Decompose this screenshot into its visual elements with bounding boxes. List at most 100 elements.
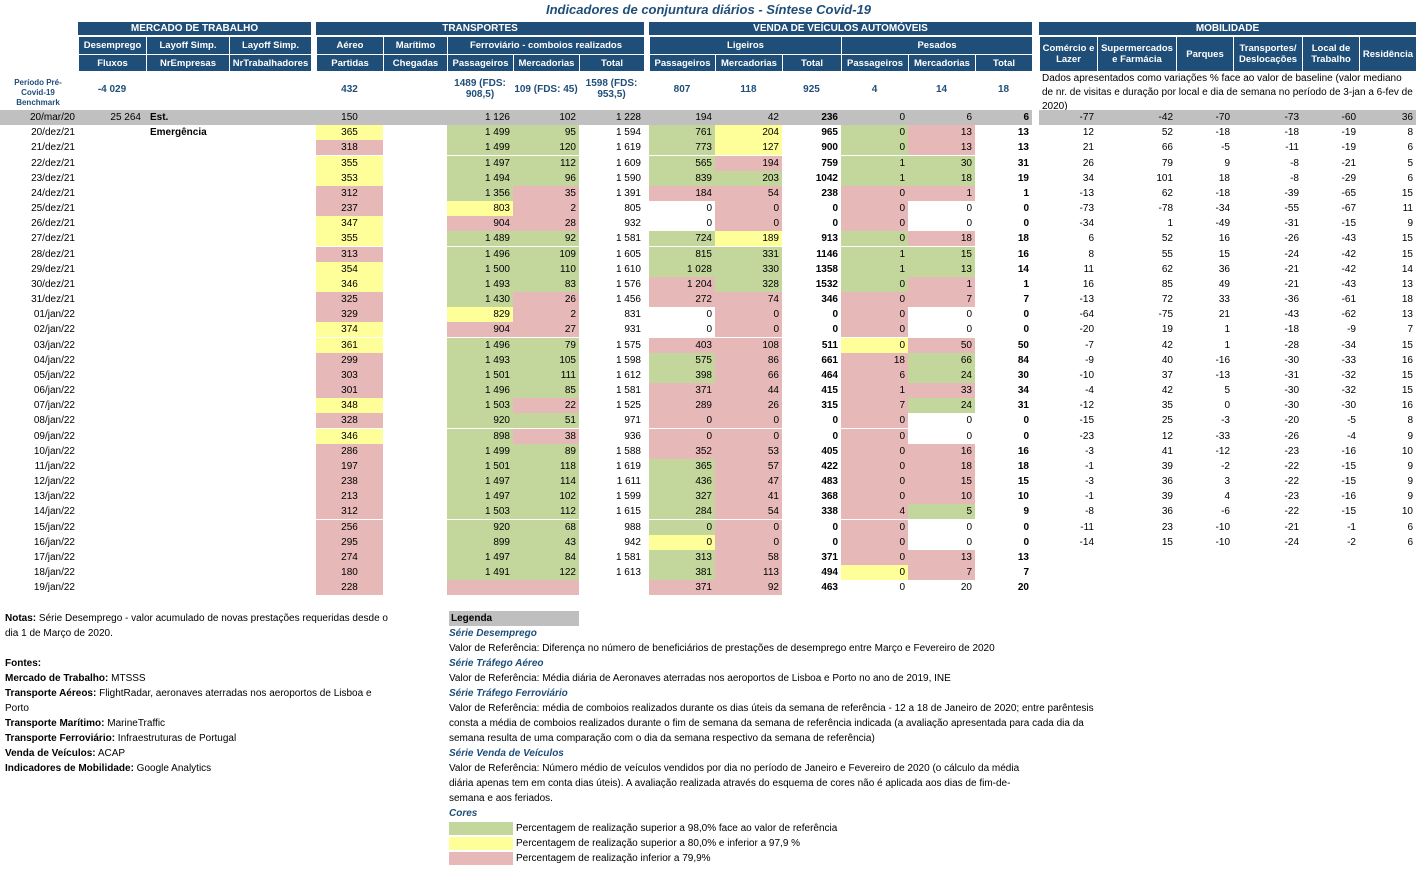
table-cell: 18 — [841, 352, 908, 368]
table-cell: -26 — [1284, 233, 1299, 245]
table-cell — [146, 489, 221, 504]
table-cell: 1 610 — [615, 263, 641, 275]
row-date: 13/jan/22 — [33, 491, 75, 503]
table-cell: 0 — [841, 216, 908, 232]
group-venda-veiculos: VENDA DE VEÍCULOS AUTOMÓVEIS — [649, 22, 1032, 35]
legend-serie-veiculos: Série Venda de Veículos — [449, 748, 564, 759]
table-cell: 120 — [513, 140, 579, 156]
table-cell: -21 — [1284, 521, 1299, 533]
table-cell: 1 — [908, 276, 975, 292]
table-cell — [383, 125, 447, 140]
table-cell: -22 — [1284, 460, 1299, 472]
table-cell: 57 — [715, 458, 782, 474]
table-cell: 0 — [841, 307, 908, 323]
table-cell: 965 — [821, 127, 838, 139]
table-cell: 113 — [715, 565, 782, 581]
table-cell: 33 — [908, 383, 975, 399]
table-cell: 0 — [649, 534, 715, 550]
table-cell: 920 — [447, 519, 513, 535]
table-cell: 0 — [966, 430, 972, 442]
table-cell: -65 — [1341, 187, 1356, 199]
table-cell: 1 — [841, 155, 908, 171]
notes-section: Notas: Série Desemprego - valor acumulad… — [5, 611, 395, 776]
table-cell: 839 — [649, 170, 715, 186]
table-cell: 114 — [513, 474, 579, 490]
table-cell: -49 — [1215, 218, 1230, 230]
table-cell — [1176, 565, 1233, 580]
row-date: 02/jan/22 — [33, 324, 75, 336]
table-cell: 1 609 — [615, 157, 641, 169]
table-cell: 398 — [649, 367, 715, 383]
table-cell: 18 — [1218, 172, 1230, 184]
table-cell: 0 — [832, 415, 838, 427]
source-item: Venda de Veículos: ACAP — [5, 748, 126, 759]
table-cell — [146, 353, 221, 368]
table-cell — [383, 504, 447, 519]
table-cell: -70 — [1215, 112, 1230, 123]
table-cell: 1 496 — [447, 246, 513, 262]
row-date: 12/jan/22 — [33, 476, 75, 488]
table-cell: 8 — [1088, 248, 1094, 260]
table-cell: 16 — [1401, 400, 1413, 412]
table-cell: 1 576 — [615, 278, 641, 290]
legend-cores: Cores — [449, 808, 478, 819]
bm-aereo: 432 — [341, 83, 358, 95]
table-cell: 9 — [1023, 506, 1029, 518]
table-cell: 422 — [821, 460, 838, 472]
table-cell: -32 — [1341, 385, 1356, 397]
table-cell — [383, 171, 447, 186]
table-cell: -1 — [1085, 491, 1094, 503]
table-cell — [78, 353, 144, 368]
table-row: 29/dez/21 354 1 500 110 1 610 1 028 330 1358 1 13… — [0, 261, 1417, 277]
table-cell: -2 — [1221, 460, 1230, 472]
row-date: 04/jan/22 — [33, 354, 75, 366]
table-cell: 7 — [1407, 324, 1413, 336]
table-cell: 355 — [316, 155, 383, 171]
table-cell: 118 — [513, 458, 579, 474]
bm-pes-total: 18 — [997, 83, 1010, 95]
table-cell: 0 — [966, 521, 972, 533]
table-cell: -9 — [1085, 354, 1094, 366]
table-cell: -18 — [1215, 127, 1230, 139]
table-cell: 6 — [1407, 172, 1413, 184]
table-cell: -11 — [1285, 142, 1299, 154]
table-cell — [1176, 550, 1233, 565]
table-cell: 13 — [1017, 551, 1029, 563]
table-cell — [146, 429, 221, 444]
table-cell: 96 — [513, 170, 579, 186]
table-cell: -33 — [1341, 354, 1356, 366]
hdr-residencia: Residência — [1359, 37, 1416, 71]
row-date: 08/jan/22 — [33, 415, 75, 427]
table-cell: 565 — [649, 155, 715, 171]
hdr-ligeiros: Ligeiros — [649, 37, 841, 54]
table-cell: -43 — [1341, 278, 1356, 290]
table-cell: -73 — [1284, 112, 1299, 123]
table-cell: -30 — [1284, 354, 1299, 366]
table-cell: 6 — [966, 112, 972, 123]
table-cell — [78, 338, 144, 353]
table-cell: 44 — [715, 383, 782, 399]
row-date: 14/jan/22 — [33, 506, 75, 518]
hdr-parques: Parques — [1176, 37, 1233, 71]
table-cell: 0 — [832, 324, 838, 336]
table-cell: 1146 — [816, 248, 838, 260]
table-cell: -18 — [1284, 127, 1299, 139]
table-cell: 6 — [1088, 233, 1094, 245]
table-cell: 931 — [624, 324, 641, 336]
table-cell: -22 — [1284, 506, 1299, 518]
table-cell: 1 499 — [447, 140, 513, 156]
table-cell: 62 — [1161, 187, 1173, 199]
table-cell: 25 264 — [110, 112, 141, 123]
table-cell: 1 501 — [447, 367, 513, 383]
table-cell — [78, 504, 144, 519]
row-date: 28/dez/21 — [31, 248, 75, 260]
table-cell: 36 — [1161, 476, 1173, 488]
table-cell: 18 — [1017, 460, 1029, 472]
table-cell: 194 — [695, 112, 712, 123]
table-cell: -43 — [1341, 233, 1356, 245]
table-cell: 39 — [1161, 491, 1173, 503]
table-row: 24/dez/21 312 1 356 35 1 391 184 54 238 0 1 1 -13 62… — [0, 185, 1417, 201]
table-cell: 6 — [841, 367, 908, 383]
table-cell: 330 — [715, 261, 782, 277]
table-cell: -30 — [1341, 400, 1356, 412]
